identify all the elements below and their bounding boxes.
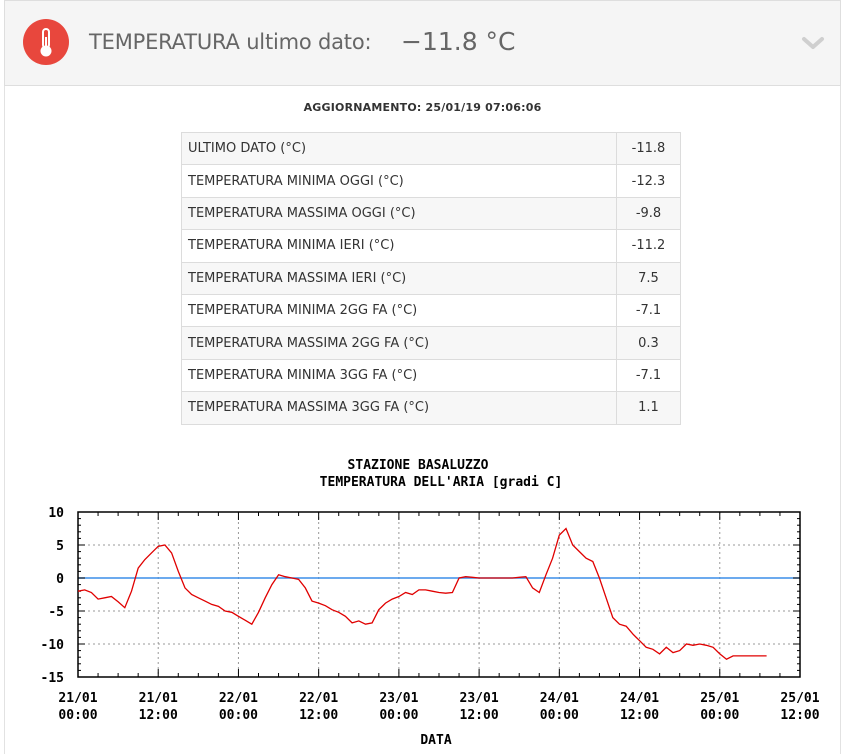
row-value: -9.8: [616, 196, 681, 231]
x-tick-time-label: 00:00: [540, 708, 579, 723]
x-tick-time-label: 12:00: [299, 708, 338, 723]
chevron-down-icon[interactable]: [801, 31, 825, 55]
row-value: 1.1: [616, 391, 681, 425]
table-row: TEMPERATURA MASSIMA OGGI (°C) -9.8: [181, 196, 681, 231]
y-tick-label: -5: [48, 605, 64, 620]
row-label: TEMPERATURA MINIMA OGGI (°C): [181, 164, 617, 198]
x-tick-date-label: 22/01: [219, 691, 258, 706]
y-tick-label: 5: [56, 539, 64, 554]
y-tick-label: 10: [48, 506, 64, 521]
thermometer-icon: [23, 19, 69, 65]
table-row: TEMPERATURA MINIMA OGGI (°C) -12.3: [181, 164, 681, 198]
row-label: TEMPERATURA MASSIMA IERI (°C): [181, 261, 617, 295]
x-tick-time-label: 00:00: [219, 708, 258, 723]
x-tick-time-label: 12:00: [460, 708, 499, 723]
x-tick-time-label: 12:00: [139, 708, 178, 723]
table-row: TEMPERATURA MASSIMA IERI (°C) 7.5: [181, 261, 681, 295]
y-tick-label: -15: [41, 671, 64, 686]
row-label: ULTIMO DATO (°C): [181, 131, 617, 166]
row-value: -7.1: [616, 293, 681, 328]
row-label: TEMPERATURA MASSIMA OGGI (°C): [181, 196, 617, 231]
header-temperature-value: −11.8 °C: [401, 27, 516, 56]
x-tick-date-label: 24/01: [540, 691, 579, 706]
row-value: -7.1: [616, 358, 681, 393]
chart-title: STAZIONE BASALUZZO: [348, 458, 489, 473]
x-axis-label: DATA: [420, 733, 451, 748]
row-value: -12.3: [616, 164, 681, 198]
table-row: TEMPERATURA MASSIMA 3GG FA (°C) 1.1: [181, 391, 681, 425]
x-tick-time-label: 00:00: [700, 708, 739, 723]
x-tick-time-label: 00:00: [58, 708, 97, 723]
chart-subtitle: TEMPERATURA DELL'ARIA [gradi C]: [320, 475, 563, 490]
temperature-chart: STAZIONE BASALUZZO TEMPERATURA DELL'ARIA…: [41, 458, 820, 748]
row-label: TEMPERATURA MINIMA 3GG FA (°C): [181, 358, 617, 393]
x-tick-date-label: 24/01: [620, 691, 659, 706]
plot-frame: [77, 511, 801, 678]
row-label: TEMPERATURA MASSIMA 2GG FA (°C): [181, 326, 617, 360]
temperature-panel: [4, 0, 841, 754]
x-tick-time-label: 12:00: [620, 708, 659, 723]
x-tick-date-label: 25/01: [700, 691, 739, 706]
table-row: TEMPERATURA MASSIMA 2GG FA (°C) 0.3: [181, 326, 681, 360]
row-label: TEMPERATURA MINIMA 2GG FA (°C): [181, 293, 617, 328]
temperature-series-line: [77, 527, 767, 660]
x-tick-date-label: 21/01: [139, 691, 178, 706]
x-tick-date-label: 23/01: [379, 691, 418, 706]
table-row: ULTIMO DATO (°C) -11.8: [181, 131, 681, 166]
table-row: TEMPERATURA MINIMA 2GG FA (°C) -7.1: [181, 293, 681, 328]
x-tick-date-label: 21/01: [58, 691, 97, 706]
panel-header[interactable]: TEMPERATURA ultimo dato: −11.8 °C: [4, 0, 841, 86]
x-tick-time-label: 12:00: [780, 708, 819, 723]
x-tick-time-label: 00:00: [379, 708, 418, 723]
y-tick-label: 0: [56, 572, 64, 587]
row-label: TEMPERATURA MINIMA IERI (°C): [181, 229, 617, 263]
row-value: 7.5: [616, 261, 681, 295]
x-tick-date-label: 25/01: [780, 691, 819, 706]
update-timestamp: AGGIORNAMENTO: 25/01/19 07:06:06: [303, 101, 542, 114]
row-value: 0.3: [616, 326, 681, 360]
x-tick-date-label: 23/01: [460, 691, 499, 706]
row-value: -11.2: [616, 229, 681, 263]
header-title: TEMPERATURA ultimo dato:: [89, 30, 372, 54]
temperature-table: ULTIMO DATO (°C) -11.8 TEMPERATURA MINIMA…: [181, 131, 681, 425]
table-row: TEMPERATURA MINIMA IERI (°C) -11.2: [181, 229, 681, 263]
y-tick-label: -10: [41, 638, 65, 653]
row-value: -11.8: [616, 131, 681, 166]
row-label: TEMPERATURA MASSIMA 3GG FA (°C): [181, 391, 617, 425]
table-row: TEMPERATURA MINIMA 3GG FA (°C) -7.1: [181, 358, 681, 393]
x-tick-date-label: 22/01: [299, 691, 338, 706]
